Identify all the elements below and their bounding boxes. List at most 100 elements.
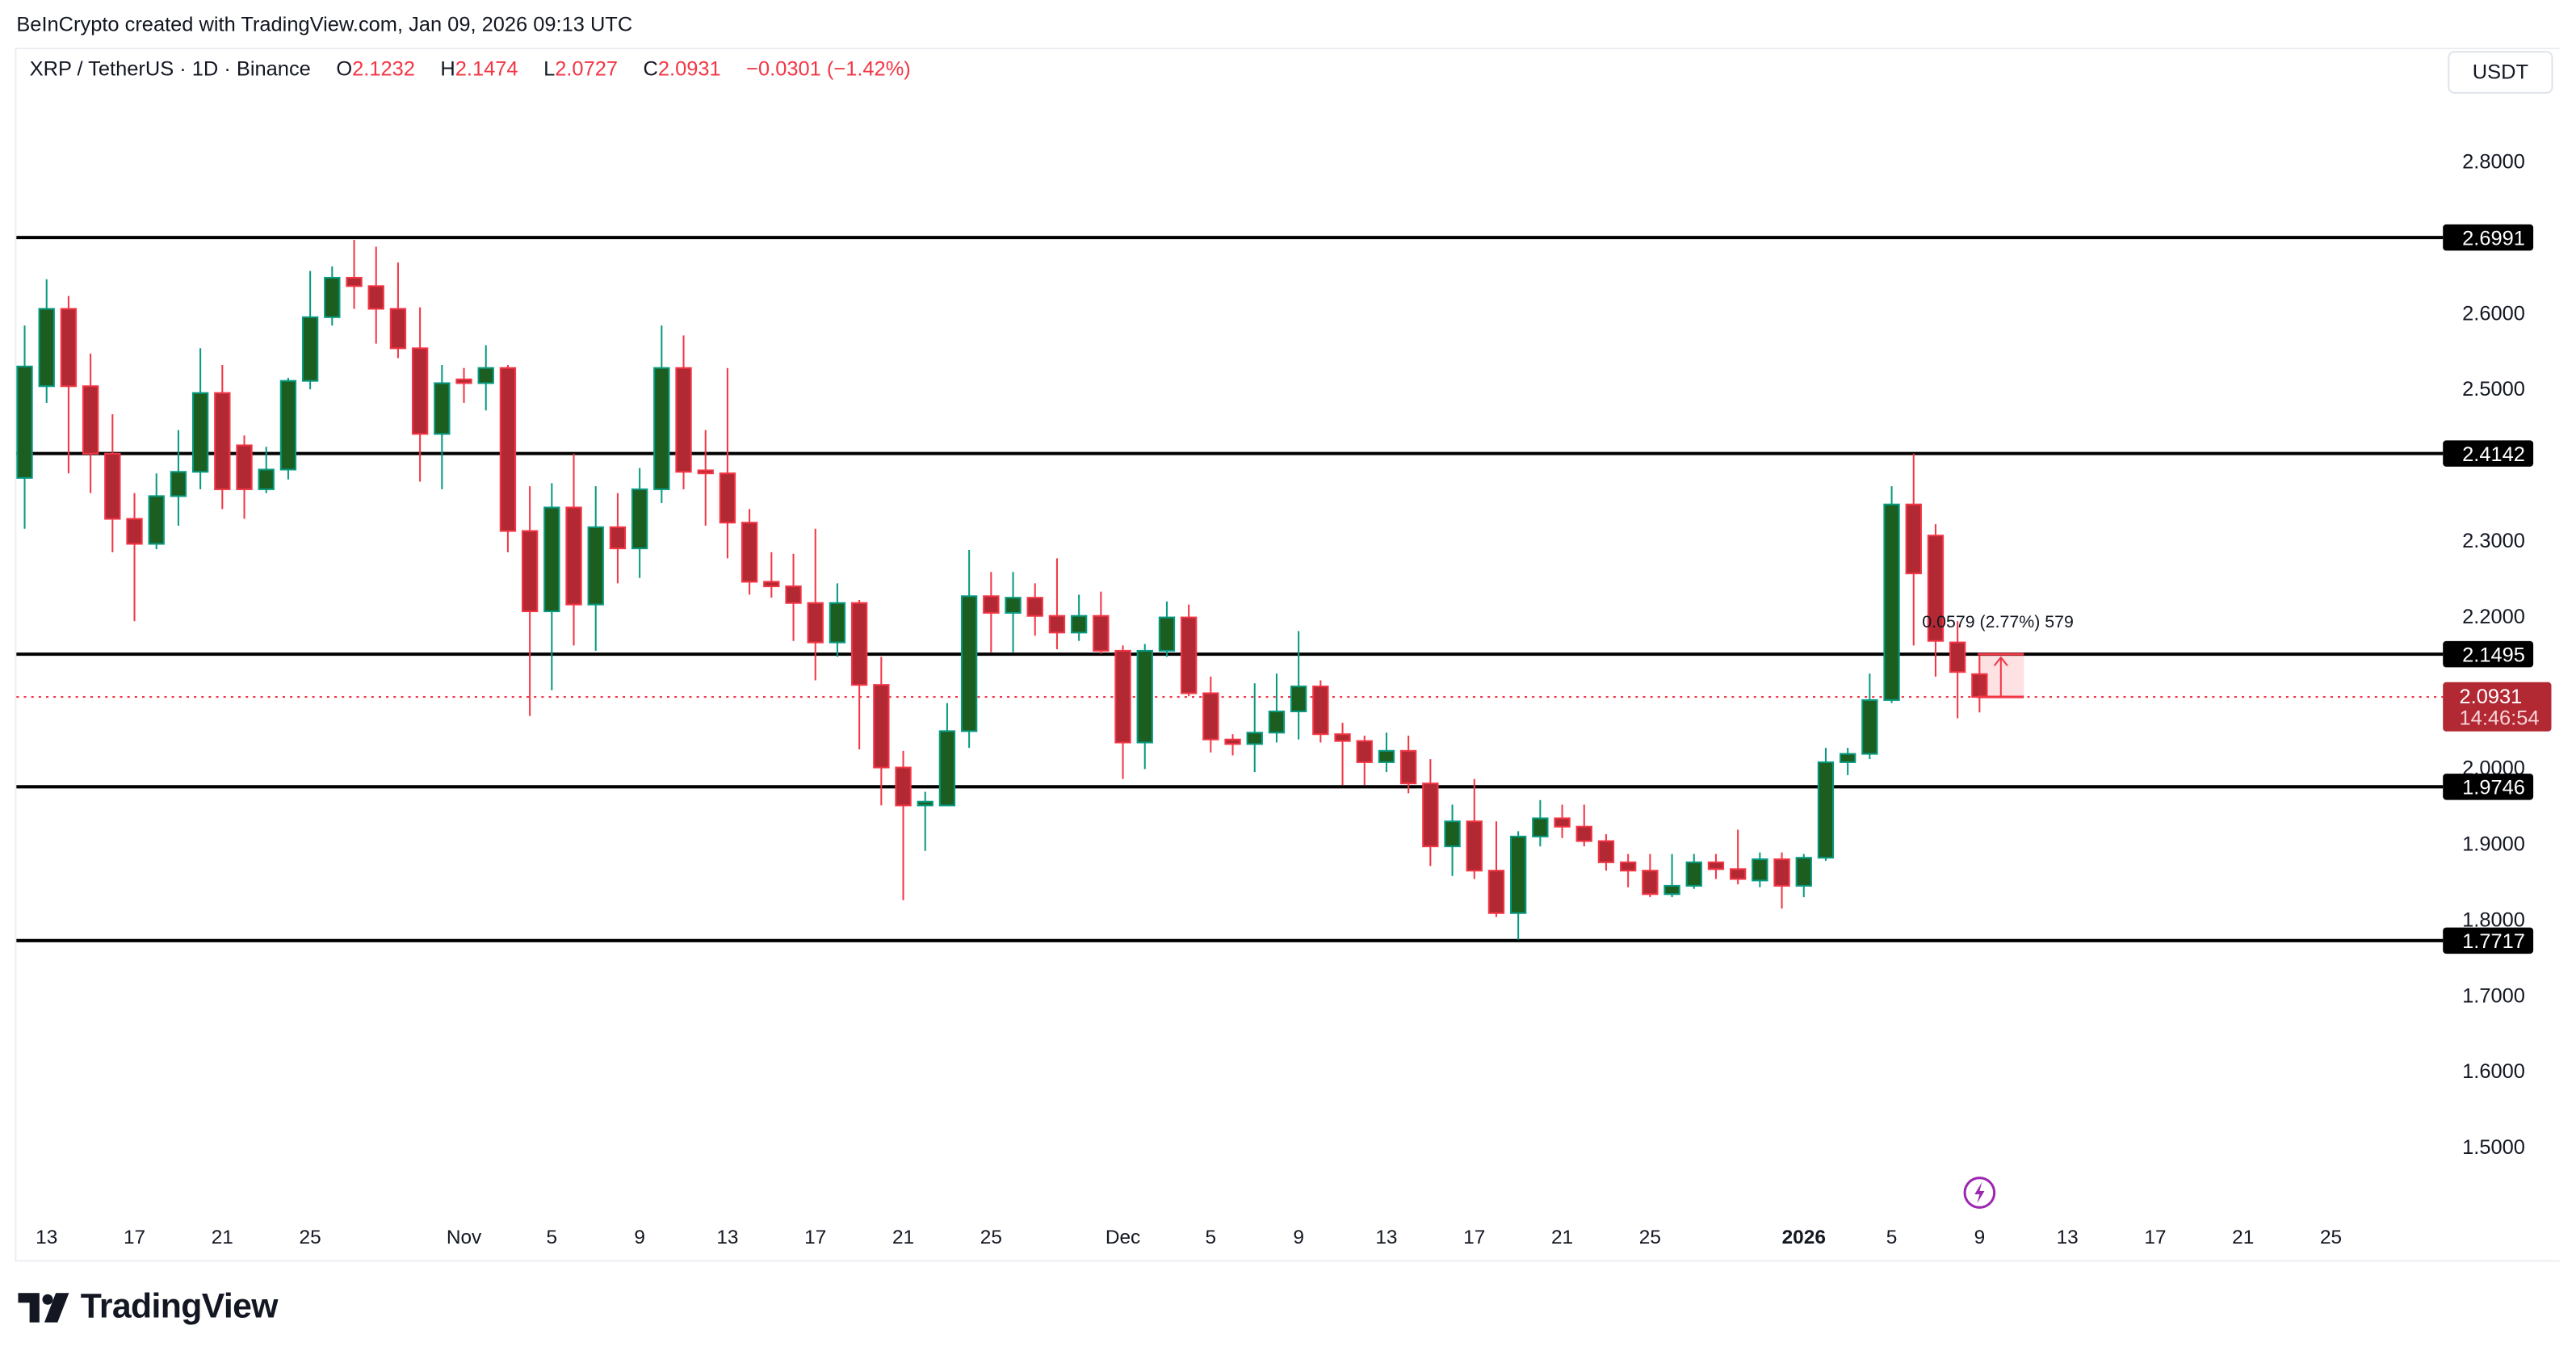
candle-body <box>609 526 627 550</box>
bearish-candle <box>1927 524 1945 677</box>
bullish-candle <box>1268 673 1286 743</box>
candle-body <box>389 308 407 350</box>
bearish-candle <box>367 246 384 344</box>
bearish-candle <box>1905 453 1922 646</box>
bearish-candle <box>697 430 714 526</box>
time-tick-label: 2026 <box>1782 1227 1826 1248</box>
price-tick-label: 2.8000 <box>2462 151 2525 174</box>
time-tick-label: 5 <box>1886 1227 1898 1248</box>
price-tick-label: 1.6000 <box>2462 1060 2525 1083</box>
bearish-candle <box>1312 680 1329 743</box>
candle-body <box>631 488 648 550</box>
time-tick-label: Dec <box>1105 1227 1140 1248</box>
bearish-candle <box>1619 854 1637 887</box>
high-value: 2.1474 <box>455 57 518 81</box>
bullish-candle <box>1752 852 1768 887</box>
bearish-candle <box>1554 804 1571 838</box>
candle-body <box>1905 503 1922 575</box>
tradingview-logo[interactable]: TradingView <box>18 1288 279 1328</box>
candle-body <box>1202 692 1219 740</box>
candle-body <box>1663 884 1680 896</box>
last-price-value: 2.0931 <box>2460 686 2523 708</box>
bullish-candle <box>324 266 341 326</box>
bullish-candle <box>1290 631 1307 740</box>
candle-body <box>917 800 933 807</box>
candle-body <box>1026 597 1043 617</box>
bearish-candle <box>763 552 780 598</box>
level-price-label-bg <box>2443 440 2534 467</box>
bearish-candle <box>740 509 758 595</box>
time-tick-label: 5 <box>547 1227 558 1248</box>
candle-body <box>324 276 341 318</box>
candle-body <box>807 602 824 644</box>
bearish-candle <box>411 307 429 482</box>
candle-body <box>1180 616 1198 694</box>
candle-body <box>60 308 78 388</box>
bullish-candle <box>1532 799 1549 847</box>
candle-body <box>1290 686 1307 713</box>
candle-body <box>1093 615 1110 652</box>
overlays: 0.0579 (2.77%) 579 <box>1922 612 2074 1209</box>
lightning-event-icon[interactable] <box>1963 1177 1996 1209</box>
time-tick-label: 13 <box>1375 1227 1397 1248</box>
price-axis: 2.80002.60002.50002.30002.20002.00001.90… <box>2443 151 2552 1159</box>
bearish-candle <box>346 240 363 309</box>
bullish-candle <box>543 483 560 690</box>
time-tick-label: 17 <box>804 1227 826 1248</box>
candle-body <box>1817 761 1835 859</box>
bearish-candle <box>104 413 121 552</box>
bullish-candle <box>1817 748 1835 861</box>
level-price-label: 1.7717 <box>2462 930 2525 953</box>
bullish-candle <box>1883 486 1900 703</box>
close-value: 2.0931 <box>657 57 721 81</box>
measure-arrowhead-icon <box>1993 656 2008 667</box>
bearish-candle <box>1202 676 1219 753</box>
candle-body <box>1114 649 1131 744</box>
candle-body <box>1312 686 1329 736</box>
bearish-candle <box>873 657 890 806</box>
candle-body <box>434 382 451 435</box>
candle-body <box>301 316 319 382</box>
candle-body <box>1773 858 1790 887</box>
bullish-candle <box>16 325 33 529</box>
price-tick-label: 2.6000 <box>2462 302 2525 325</box>
currency-button[interactable]: USDT <box>2448 51 2553 94</box>
low-value: 2.0727 <box>555 57 619 81</box>
time-axis: 13 17 21 25 Nov 5 9 13 17 21 25 Dec 5 9 13 17 21 25 2026 5 9… <box>36 1227 2342 1248</box>
level-lines <box>16 236 2444 942</box>
bearish-candle <box>807 528 824 681</box>
candle-body <box>455 378 472 384</box>
candle-body <box>1619 861 1637 872</box>
bearish-candle <box>455 367 472 403</box>
bullish-candle <box>1246 683 1263 773</box>
candle-body <box>565 506 582 606</box>
logo-text: TradingView <box>80 1288 279 1326</box>
bearish-candle <box>82 353 99 493</box>
price-tick-label: 2.5000 <box>2462 378 2525 401</box>
credit-text: BeInCrypto created with TradingView.com,… <box>16 13 633 36</box>
high-label: H <box>440 57 455 81</box>
bearish-candle <box>1729 829 1747 885</box>
candle-body <box>104 452 121 520</box>
chart-pane[interactable] <box>15 47 2560 1262</box>
candle-body <box>1949 641 1966 673</box>
candle-body <box>1070 615 1088 634</box>
candle-body <box>499 367 517 532</box>
lightning-bolt-icon <box>1974 1181 1985 1204</box>
bullish-candle <box>434 364 451 489</box>
time-tick-label: 25 <box>980 1227 1002 1248</box>
bearish-candle <box>1334 723 1351 786</box>
candle-body <box>1597 840 1615 863</box>
close-label: C <box>643 57 658 81</box>
candle-body <box>1729 868 1747 880</box>
candle-body <box>1399 749 1417 785</box>
bullish-candle <box>301 271 319 389</box>
time-tick-label: 17 <box>2144 1227 2166 1248</box>
symbol-title[interactable]: XRP / TetherUS · 1D · Binance <box>29 57 311 81</box>
time-tick-label: 25 <box>2320 1227 2342 1248</box>
bearish-candle <box>1707 854 1725 879</box>
level-price-label-bg <box>2443 640 2534 668</box>
candle-body <box>126 518 143 545</box>
